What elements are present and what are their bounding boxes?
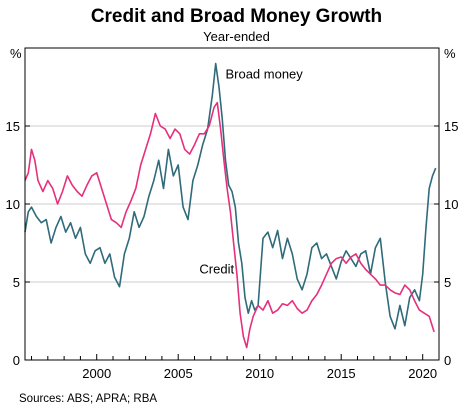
series-lines [24,62,437,349]
chart-subtitle: Year-ended [203,29,270,44]
y-tick-right-label: 0 [444,353,451,368]
x-tick-label: 2010 [245,366,274,381]
y-unit-left: % [10,46,22,61]
source-note: Sources: ABS; APRA; RBA [19,393,157,405]
y-tick-left-label: 5 [13,275,20,290]
series-line-credit [24,101,435,349]
annotation-broad-money: Broad money [225,66,303,81]
y-tick-right-label: 10 [444,197,458,212]
y-tick-left-label: 15 [6,119,20,134]
x-axis-ticks: 2000 2005 2010 2015 2020 [31,354,440,381]
gridlines [25,125,439,283]
y-tick-left-label: 0 [13,353,20,368]
y-tick-right-label: 5 [444,275,451,290]
y-tick-right-label: 15 [444,119,458,134]
series-annotations: Broad money Credit [199,66,303,276]
x-tick-label: 2015 [327,366,356,381]
annotation-credit: Credit [199,261,234,276]
y-axis-ticks: 0 0 5 5 10 10 15 15 [6,119,459,368]
x-tick-label: 2000 [82,366,111,381]
chart-title: Credit and Broad Money Growth [91,6,382,27]
y-tick-left-label: 10 [6,197,20,212]
x-tick-label: 2020 [408,366,437,381]
series-line-broad-money [24,62,437,330]
y-unit-right: % [444,46,456,61]
x-tick-label: 2005 [164,366,193,381]
